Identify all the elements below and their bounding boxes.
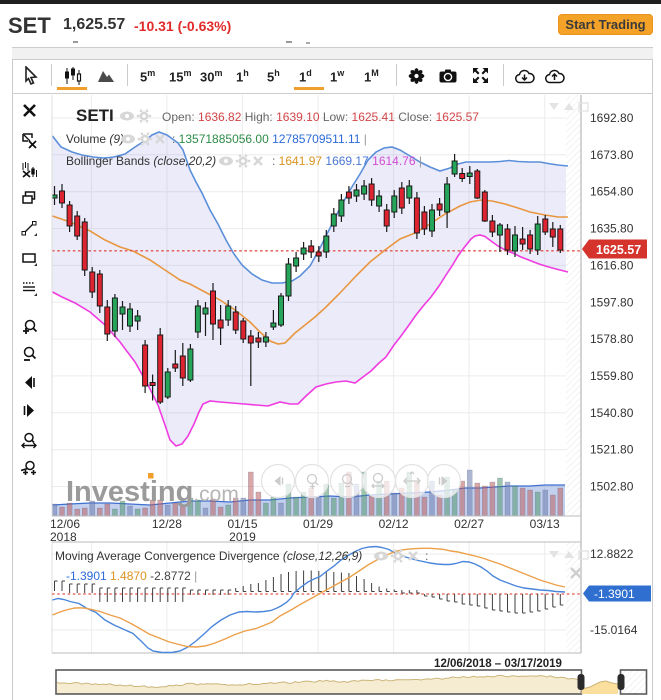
svg-text:2019: 2019 (229, 530, 256, 544)
svg-text:01/15: 01/15 (227, 517, 257, 531)
svg-text:SETI: SETI (76, 106, 114, 125)
svg-text:01/29: 01/29 (303, 517, 333, 531)
svg-text:1616.80: 1616.80 (590, 258, 634, 272)
svg-text:1559.80: 1559.80 (590, 369, 634, 383)
svg-text:1502.80: 1502.80 (590, 480, 634, 494)
svg-text:1654.80: 1654.80 (590, 185, 634, 199)
svg-text:12/06: 12/06 (50, 517, 80, 531)
svg-text:Investing.com: Investing.com (66, 476, 239, 508)
svg-text:Open: 1636.82 High: 1639.10 Lo: Open: 1636.82 High: 1639.10 Low: 1625.41… (162, 110, 479, 124)
svg-text:1673.80: 1673.80 (590, 148, 634, 162)
svg-text:03/13: 03/13 (530, 517, 560, 531)
svg-text:2018: 2018 (50, 530, 77, 544)
svg-text:02/27: 02/27 (454, 517, 484, 531)
svg-text:-15.0164: -15.0164 (590, 623, 638, 637)
svg-text:12.8822: 12.8822 (590, 547, 634, 561)
svg-text:Moving Average Convergence Div: Moving Average Convergence Divergence (c… (55, 549, 362, 563)
svg-text::: : (425, 549, 428, 563)
svg-text:12/06/2018 – 03/17/2019: 12/06/2018 – 03/17/2019 (434, 658, 562, 670)
svg-text:02/12: 02/12 (379, 517, 409, 531)
svg-text:-1.3901 1.4870 -2.8772 |: -1.3901 1.4870 -2.8772 | (66, 569, 197, 583)
svg-text:1540.80: 1540.80 (590, 406, 634, 420)
svg-text:: 1641.97 1669.17 1614.76 |: : 1641.97 1669.17 1614.76 | (272, 154, 422, 168)
svg-text:-1.3901: -1.3901 (594, 587, 635, 601)
svg-text:Volume (9): Volume (9) (66, 132, 124, 146)
svg-text:1578.80: 1578.80 (590, 332, 634, 346)
svg-text:1692.80: 1692.80 (590, 111, 634, 125)
svg-text:12/28: 12/28 (152, 517, 182, 531)
svg-text:1635.80: 1635.80 (590, 222, 634, 236)
svg-text:1521.80: 1521.80 (590, 443, 634, 457)
svg-text:: 13571885056.00 12785709511.1: : 13571885056.00 12785709511.11 | (172, 132, 367, 146)
svg-text:1597.80: 1597.80 (590, 295, 634, 309)
svg-text:Bollinger Bands (close,20,2): Bollinger Bands (close,20,2) (66, 154, 216, 168)
svg-text:1625.57: 1625.57 (596, 243, 641, 257)
